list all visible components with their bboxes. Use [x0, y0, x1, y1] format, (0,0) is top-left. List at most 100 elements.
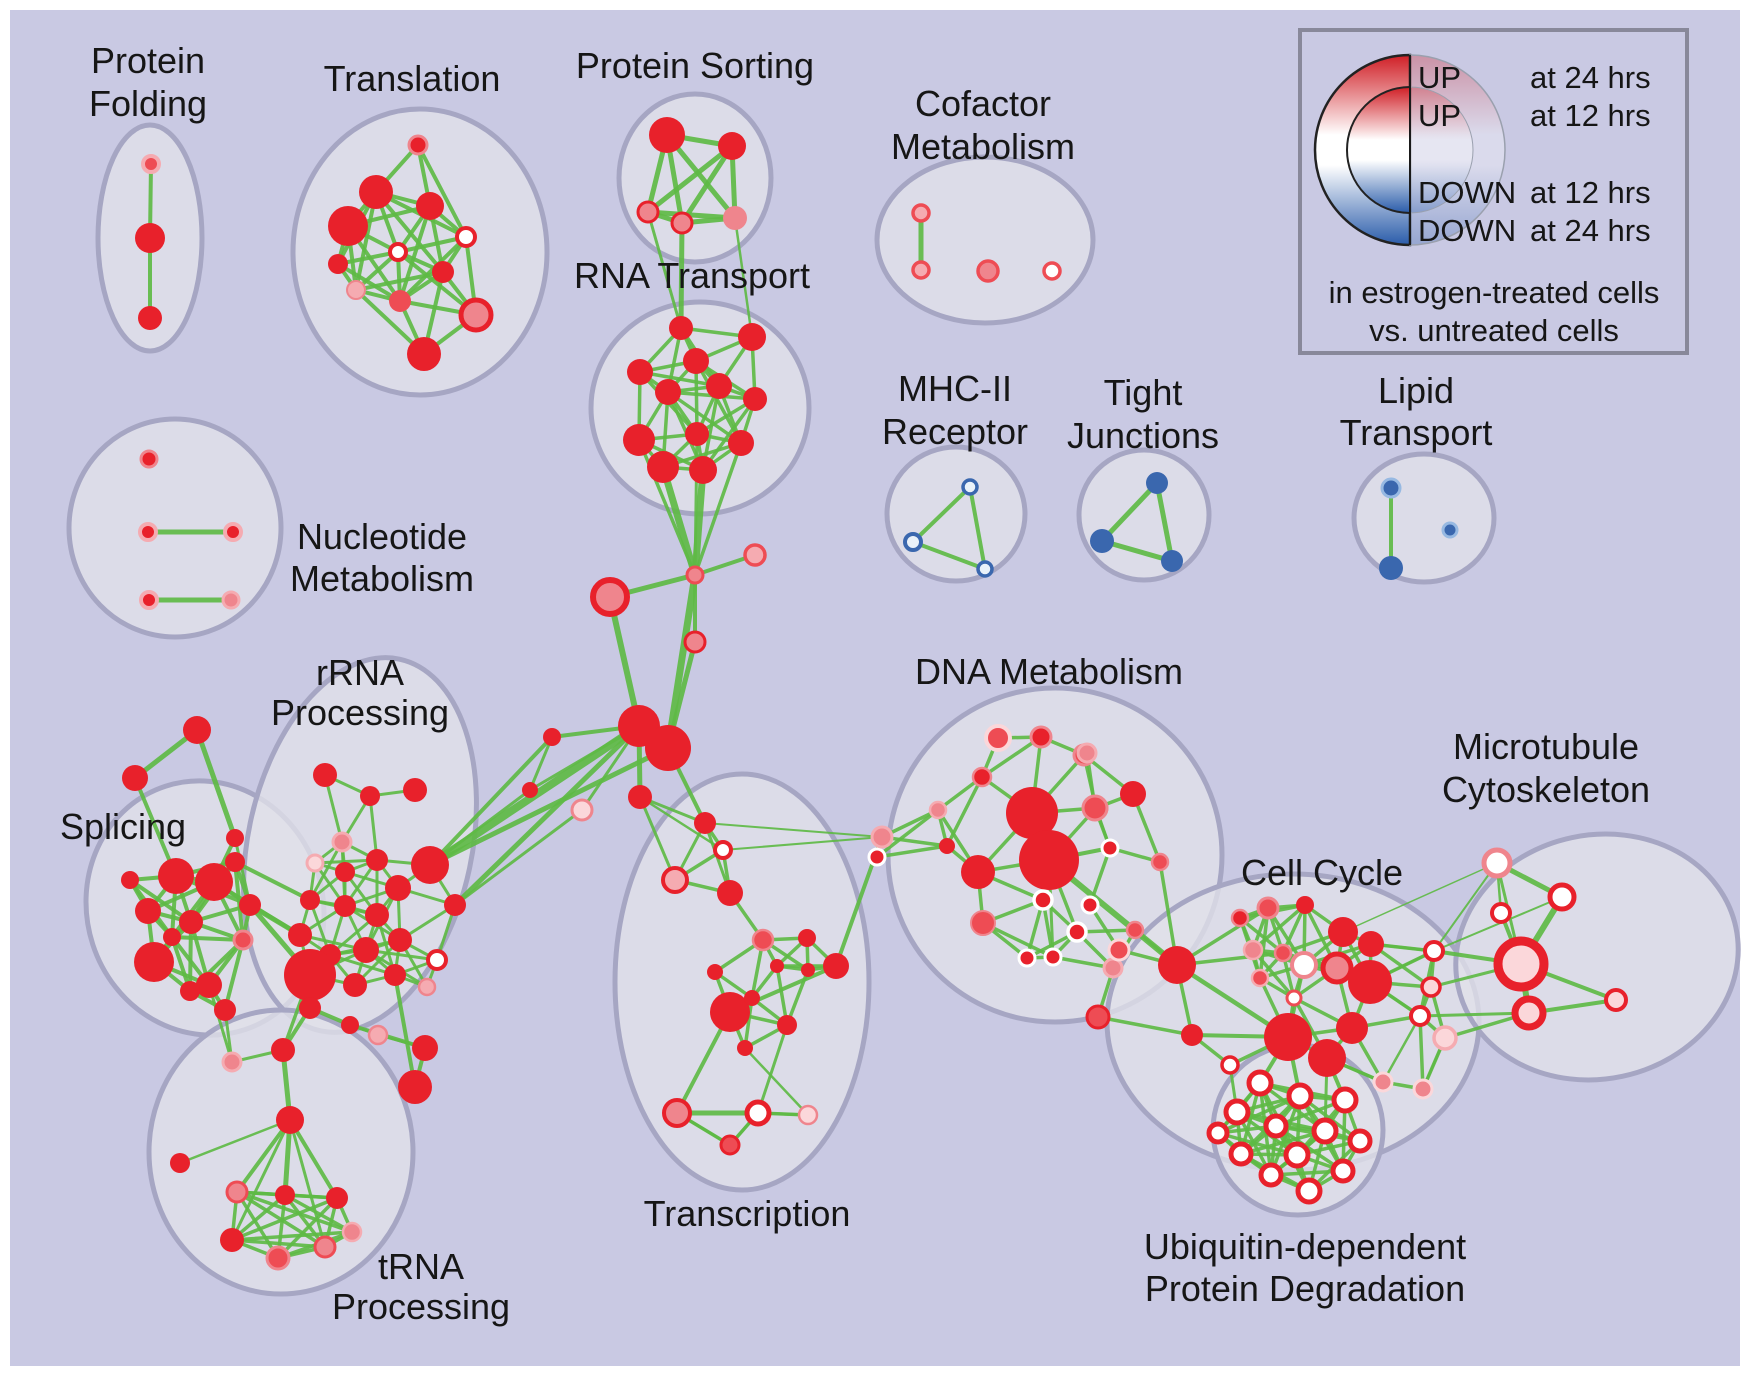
- gene-node[interactable]: [232, 929, 254, 951]
- gene-node[interactable]: [1256, 896, 1280, 920]
- gene-node[interactable]: [1029, 725, 1053, 749]
- gene-node[interactable]: [1019, 830, 1079, 890]
- gene-node[interactable]: [412, 1035, 438, 1061]
- gene-node[interactable]: [389, 290, 411, 312]
- gene-node[interactable]: [1223, 1098, 1251, 1126]
- gene-node[interactable]: [407, 337, 441, 371]
- gene-node[interactable]: [1273, 943, 1293, 963]
- gene-node[interactable]: [1348, 960, 1392, 1004]
- gene-node[interactable]: [135, 223, 165, 253]
- gene-node[interactable]: [1246, 1069, 1274, 1097]
- gene-node[interactable]: [1066, 921, 1088, 943]
- gene-node[interactable]: [971, 766, 993, 788]
- gene-node[interactable]: [1150, 852, 1170, 872]
- gene-node[interactable]: [1006, 787, 1058, 839]
- gene-node[interactable]: [694, 812, 716, 834]
- gene-node[interactable]: [1043, 947, 1063, 967]
- gene-node[interactable]: [628, 785, 652, 809]
- gene-node[interactable]: [1379, 556, 1403, 580]
- gene-node[interactable]: [710, 992, 750, 1032]
- gene-node[interactable]: [328, 206, 368, 246]
- gene-node[interactable]: [398, 1070, 432, 1104]
- gene-node[interactable]: [265, 1245, 291, 1271]
- gene-node[interactable]: [870, 825, 894, 849]
- gene-node[interactable]: [299, 997, 321, 1019]
- gene-node[interactable]: [1441, 521, 1459, 539]
- gene-node[interactable]: [179, 910, 203, 934]
- gene-node[interactable]: [226, 829, 244, 847]
- gene-node[interactable]: [328, 254, 348, 274]
- gene-node[interactable]: [961, 478, 979, 496]
- gene-node[interactable]: [669, 316, 693, 340]
- gene-node[interactable]: [706, 373, 732, 399]
- gene-node[interactable]: [751, 928, 775, 952]
- gene-node[interactable]: [801, 963, 815, 977]
- gene-node[interactable]: [334, 895, 356, 917]
- gene-node[interactable]: [134, 942, 174, 982]
- gene-node[interactable]: [683, 630, 707, 654]
- gene-node[interactable]: [221, 1051, 243, 1073]
- gene-node[interactable]: [689, 456, 717, 484]
- gene-node[interactable]: [717, 880, 743, 906]
- gene-node[interactable]: [737, 1040, 753, 1056]
- gene-node[interactable]: [623, 424, 655, 456]
- gene-node[interactable]: [139, 449, 159, 469]
- gene-node[interactable]: [1311, 1117, 1339, 1145]
- gene-node[interactable]: [939, 838, 955, 854]
- gene-node[interactable]: [1412, 1078, 1434, 1100]
- gene-node[interactable]: [1308, 1039, 1346, 1077]
- gene-node[interactable]: [777, 1015, 797, 1035]
- gene-node[interactable]: [770, 959, 784, 973]
- gene-node[interactable]: [388, 928, 412, 952]
- gene-node[interactable]: [670, 211, 694, 235]
- gene-node[interactable]: [313, 1235, 337, 1259]
- gene-node[interactable]: [590, 577, 630, 617]
- gene-node[interactable]: [416, 192, 444, 220]
- gene-node[interactable]: [1076, 742, 1098, 764]
- gene-node[interactable]: [570, 798, 594, 822]
- gene-node[interactable]: [655, 379, 681, 405]
- gene-node[interactable]: [1295, 1177, 1323, 1205]
- gene-node[interactable]: [1242, 939, 1264, 961]
- gene-node[interactable]: [331, 831, 353, 853]
- gene-node[interactable]: [367, 1024, 389, 1046]
- gene-node[interactable]: [271, 1038, 295, 1062]
- gene-node[interactable]: [225, 1180, 249, 1204]
- gene-node[interactable]: [1320, 951, 1354, 985]
- gene-node[interactable]: [744, 990, 760, 1006]
- gene-node[interactable]: [121, 871, 139, 889]
- gene-node[interactable]: [417, 977, 437, 997]
- gene-node[interactable]: [1250, 968, 1270, 988]
- gene-node[interactable]: [1290, 951, 1318, 979]
- gene-node[interactable]: [744, 1099, 772, 1127]
- gene-node[interactable]: [1420, 976, 1442, 998]
- gene-node[interactable]: [366, 849, 388, 871]
- gene-node[interactable]: [1100, 838, 1120, 858]
- gene-node[interactable]: [984, 724, 1012, 752]
- gene-node[interactable]: [1032, 889, 1054, 911]
- gene-node[interactable]: [195, 863, 233, 901]
- gene-node[interactable]: [343, 973, 367, 997]
- gene-node[interactable]: [170, 1153, 190, 1173]
- gene-node[interactable]: [647, 451, 679, 483]
- gene-node[interactable]: [1481, 847, 1513, 879]
- gene-node[interactable]: [239, 894, 261, 916]
- gene-node[interactable]: [1107, 938, 1131, 962]
- gene-node[interactable]: [649, 117, 685, 153]
- gene-node[interactable]: [1230, 908, 1250, 928]
- gene-node[interactable]: [1604, 988, 1628, 1012]
- gene-node[interactable]: [385, 875, 411, 901]
- gene-node[interactable]: [1330, 1158, 1356, 1184]
- gene-node[interactable]: [1158, 946, 1196, 984]
- gene-node[interactable]: [797, 1104, 819, 1126]
- gene-node[interactable]: [1432, 1025, 1458, 1051]
- gene-node[interactable]: [214, 999, 236, 1021]
- gene-node[interactable]: [346, 280, 366, 300]
- gene-node[interactable]: [180, 981, 200, 1001]
- gene-node[interactable]: [1547, 882, 1577, 912]
- gene-node[interactable]: [685, 422, 709, 446]
- gene-node[interactable]: [685, 565, 705, 585]
- gene-node[interactable]: [353, 937, 379, 963]
- gene-node[interactable]: [458, 297, 494, 333]
- gene-node[interactable]: [743, 543, 767, 567]
